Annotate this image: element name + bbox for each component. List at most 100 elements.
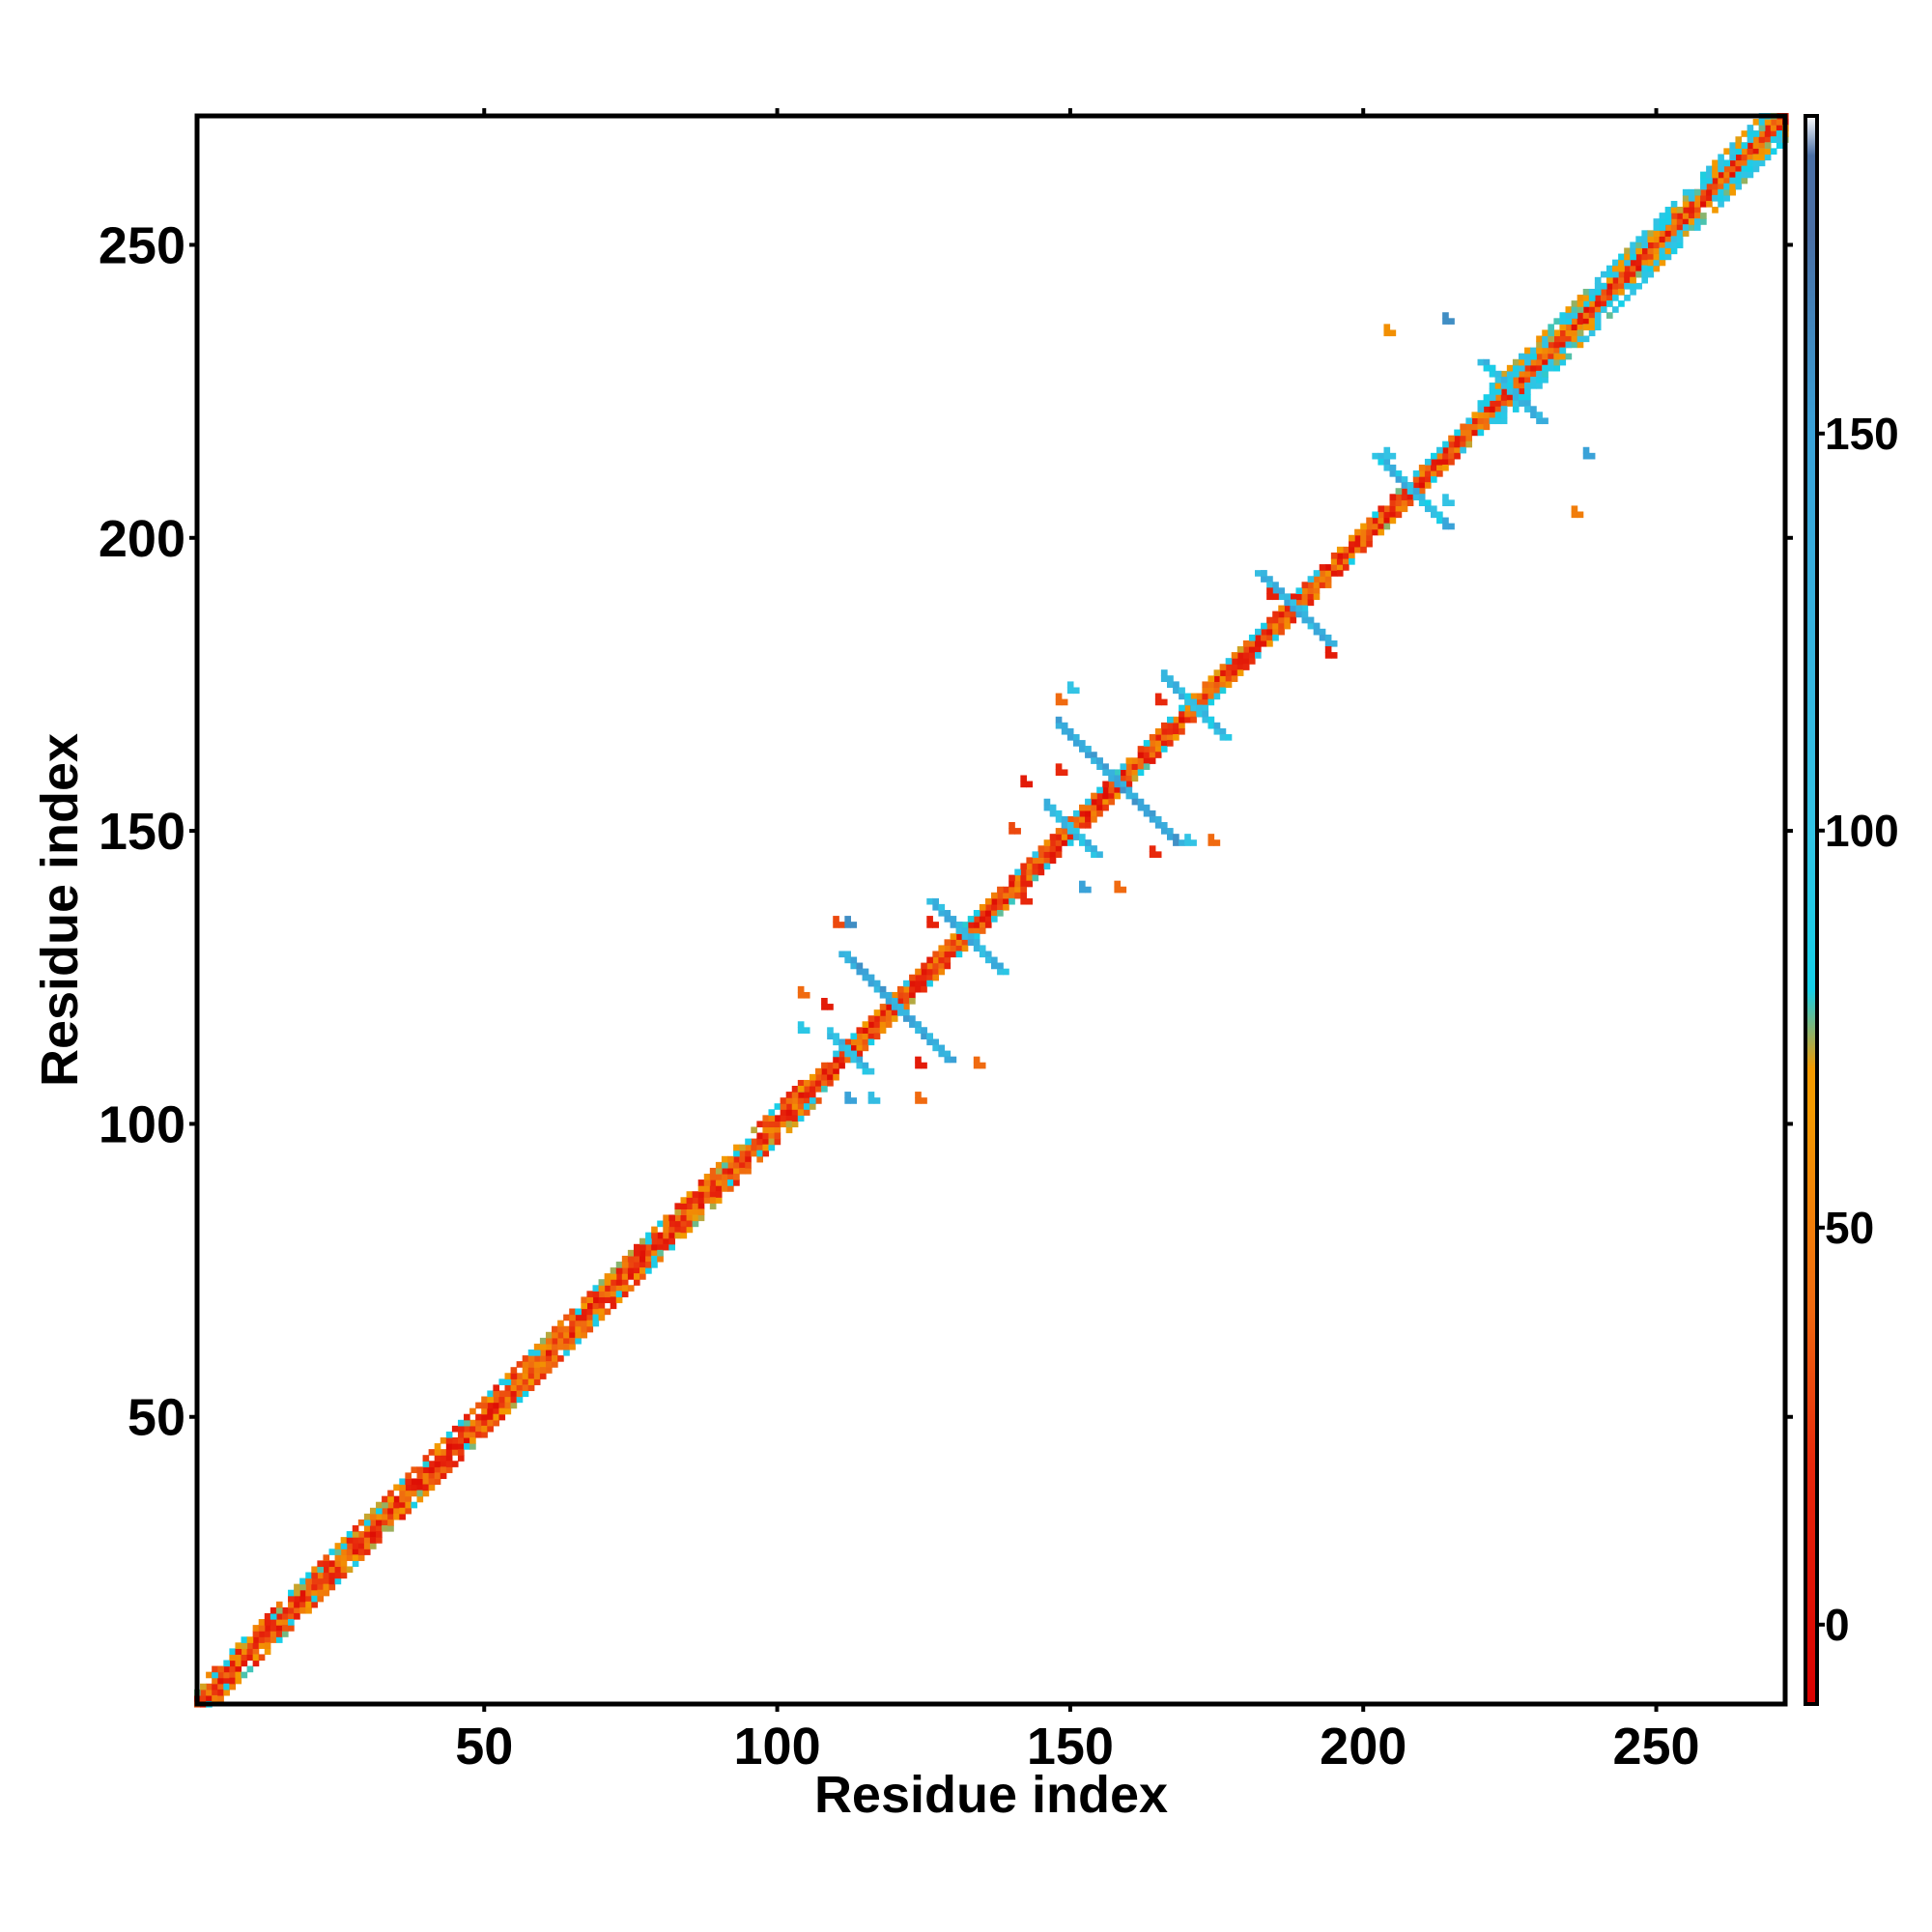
heat-cell: [844, 1050, 851, 1058]
heat-cell: [1184, 834, 1191, 840]
heat-cell: [586, 1302, 594, 1310]
heat-cell: [1009, 897, 1015, 905]
heat-cell: [464, 1413, 470, 1421]
heat-cell: [1489, 400, 1496, 407]
heat-cell: [1430, 470, 1437, 477]
heat-cell: [1758, 136, 1766, 143]
heat-cell: [1605, 312, 1613, 319]
heat-cell: [281, 1619, 289, 1626]
heat-cell: [363, 1543, 371, 1549]
heat-cell: [1430, 505, 1437, 513]
heat-cell: [1055, 834, 1063, 840]
heat-cell: [522, 1390, 529, 1398]
heat-cell: [1506, 376, 1514, 384]
heat-cell: [598, 1279, 606, 1286]
heat-cell: [1605, 282, 1613, 290]
heat-cell: [879, 1004, 887, 1010]
heat-cell: [1548, 347, 1554, 355]
heat-cell: [633, 1267, 640, 1274]
heat-cell: [1653, 265, 1661, 272]
heat-cell: [1676, 224, 1684, 231]
heat-cell: [328, 1560, 336, 1568]
heat-cell: [1582, 335, 1590, 343]
heat-cell: [363, 1531, 371, 1538]
heat-cell: [504, 1390, 512, 1398]
heat-cell: [686, 1203, 694, 1209]
heat-cell: [984, 897, 992, 905]
heat-cell: [680, 1220, 688, 1228]
heat-cell: [1571, 335, 1578, 343]
heat-cell: [527, 1367, 535, 1374]
heat-cell: [803, 1027, 810, 1034]
heat-cell: [862, 1067, 869, 1075]
heat-cell: [1682, 224, 1690, 231]
heat-cell: [1043, 851, 1051, 858]
heat-cell: [1735, 177, 1743, 185]
heat-cell: [780, 1097, 787, 1104]
heat-cell: [938, 951, 946, 958]
heat-cell: [1483, 394, 1491, 401]
heat-cell: [791, 1086, 799, 1093]
heat-cell: [1412, 488, 1420, 495]
heat-cell: [709, 1191, 717, 1198]
heat-cell: [1582, 288, 1590, 296]
heat-cell: [721, 1174, 728, 1180]
heat-cell: [369, 1513, 377, 1520]
heat-cell: [921, 962, 927, 970]
heat-cell: [973, 1062, 980, 1069]
heat-cell: [1747, 154, 1754, 161]
heat-cell: [1524, 406, 1531, 412]
heat-cell: [645, 1262, 652, 1268]
heat-cell: [340, 1572, 348, 1579]
heat-cell: [1154, 815, 1162, 823]
heat-cell: [498, 1378, 506, 1385]
heat-cell: [991, 903, 998, 911]
heat-cell: [997, 897, 1004, 905]
heat-cell: [1483, 406, 1491, 412]
heat-cell: [212, 1677, 218, 1685]
heat-cell: [639, 1273, 646, 1280]
heat-cell: [1693, 213, 1701, 219]
heat-cell: [1061, 839, 1068, 846]
heat-cell: [686, 1191, 694, 1198]
heat-cell: [1542, 370, 1548, 378]
colorbar-tick-label: 150: [1825, 409, 1899, 459]
heat-cell: [1641, 259, 1649, 267]
heat-cell: [961, 922, 969, 928]
heat-cell: [586, 1296, 594, 1304]
heat-cell: [246, 1665, 254, 1673]
heat-cell: [1530, 383, 1537, 389]
heat-cell: [1594, 276, 1602, 284]
heat-cell: [756, 1132, 763, 1140]
heat-cell: [1600, 282, 1607, 290]
heat-cell: [1718, 200, 1724, 208]
heat-cell: [903, 998, 910, 1005]
heat-cell: [1653, 224, 1661, 231]
heat-cell: [991, 892, 998, 899]
heat-cell: [1588, 288, 1596, 296]
heat-cell: [1460, 423, 1466, 431]
heat-cell: [1700, 183, 1707, 190]
heat-cell: [885, 1021, 893, 1028]
heat-cell: [545, 1349, 553, 1356]
heat-cell: [1208, 687, 1215, 695]
heat-cell: [1372, 517, 1378, 525]
heat-cell: [1635, 270, 1642, 278]
heat-cell: [1735, 171, 1743, 179]
heat-cell: [850, 1050, 858, 1058]
heat-cell: [557, 1337, 564, 1345]
heat-cell: [651, 1249, 658, 1257]
heat-cell: [376, 1507, 383, 1515]
heat-cell: [1366, 523, 1373, 530]
heat-cell: [1003, 892, 1009, 899]
heat-cell: [487, 1413, 494, 1421]
heat-cell: [1489, 406, 1496, 412]
heat-cell: [1202, 687, 1209, 695]
heat-cell: [1389, 470, 1397, 477]
heat-cell: [856, 962, 864, 970]
heat-cell: [938, 962, 946, 970]
heat-cell: [915, 1092, 922, 1098]
heat-cell: [1225, 734, 1233, 741]
heat-cell: [997, 962, 1004, 970]
heat-cell: [1091, 845, 1097, 852]
